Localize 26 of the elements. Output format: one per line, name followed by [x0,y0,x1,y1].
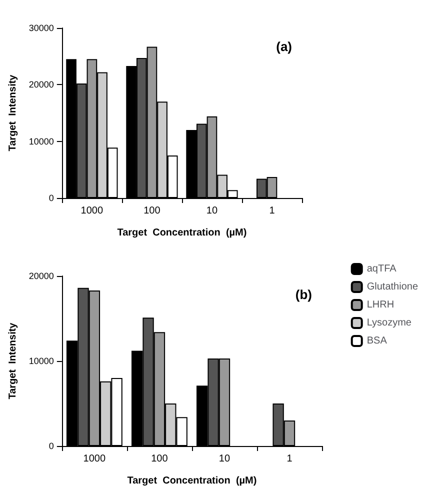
y-tick-label: 10000 [28,356,54,366]
x-tick-label: 1000 [83,453,106,464]
legend-label: Lysozyme [366,317,412,328]
y-tick-label: 0 [48,440,54,450]
y-tick-label: 30000 [28,23,54,33]
legend-label: LHRH [366,299,394,310]
x-tick-label: 10 [218,453,230,464]
x-axis-title: Target Concentration (µM) [127,475,257,486]
x-tick-label: 100 [151,453,168,464]
annotation: (a) [276,39,292,54]
y-tick-label: 10000 [28,136,54,146]
x-tick-label: 1 [269,206,276,216]
annotation: (b) [295,286,312,302]
legend-label: Glutathione [366,281,418,292]
x-tick-label: 100 [144,206,161,216]
y-tick-label: 20000 [28,270,54,280]
y-axis-title: Target Intensity [8,74,18,152]
x-tick-label: 1000 [80,206,104,216]
x-axis-title: Target Concentration (µM) [117,228,247,238]
x-tick-label: 1 [286,453,293,464]
legend-label: BSA [366,335,388,346]
legend-label: aqTFA [366,263,397,274]
y-tick-label: 20000 [28,80,54,90]
y-tick-label: 0 [48,193,54,203]
y-axis-title: Target Intensity [8,322,18,399]
x-tick-label: 10 [206,206,218,216]
